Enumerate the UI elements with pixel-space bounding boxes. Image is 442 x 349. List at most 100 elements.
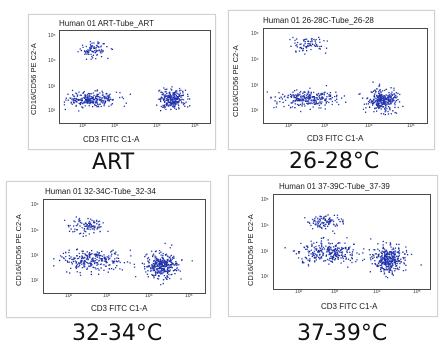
scatter-point — [129, 262, 131, 264]
scatter-point — [152, 265, 155, 267]
scatter-point — [84, 94, 86, 96]
scatter-point — [93, 220, 95, 222]
scatter-point — [390, 87, 392, 89]
scatter-point — [53, 258, 55, 260]
scatter-point — [384, 98, 386, 100]
scatter-point — [356, 252, 358, 254]
scatter-point — [107, 95, 109, 97]
scatter-point — [304, 97, 306, 99]
scatter-point — [324, 99, 326, 101]
scatter-point — [166, 260, 169, 262]
scatter-point — [141, 262, 143, 264]
scatter-point — [91, 225, 93, 227]
scatter-point — [96, 262, 99, 264]
population-1 — [63, 89, 131, 112]
scatter-point — [383, 268, 385, 270]
scatter-point — [380, 264, 383, 266]
scatter-point — [86, 224, 88, 226]
scatter-point — [161, 261, 163, 263]
scatter-point — [171, 244, 173, 246]
scatter-point — [154, 262, 156, 264]
scatter-point — [308, 94, 310, 96]
scatter-point — [322, 223, 324, 225]
scatter-point — [171, 100, 174, 102]
scatter-point — [331, 257, 333, 260]
scatter-point — [143, 266, 146, 268]
scatter-point — [295, 50, 297, 52]
scatter-point — [325, 228, 327, 230]
scatter-point — [187, 98, 189, 100]
scatter-point — [145, 254, 147, 256]
scatter-point — [164, 101, 166, 103]
scatter-point — [405, 264, 407, 266]
scatter-point — [312, 99, 315, 101]
scatter-point — [154, 250, 157, 253]
scatter-point — [169, 104, 171, 106]
scatter-point — [393, 261, 395, 264]
scatter-point — [311, 99, 313, 101]
scatter-point — [93, 42, 95, 44]
scatter-point — [181, 259, 183, 262]
scatter-point — [290, 95, 292, 98]
scatter-point — [388, 265, 390, 268]
scatter-point — [332, 255, 335, 257]
scatter-point — [389, 103, 391, 105]
scatter-point — [151, 264, 153, 266]
scatter-point — [69, 257, 71, 260]
scatter-point — [97, 221, 99, 223]
scatter-point — [164, 97, 166, 99]
scatter-point — [329, 243, 331, 245]
scatter-point — [377, 243, 379, 245]
scatter-point — [305, 95, 308, 97]
scatter-point — [167, 103, 169, 105]
scatter-point — [381, 262, 383, 264]
scatter-point — [394, 260, 397, 262]
scatter-point — [382, 95, 384, 98]
scatter-point — [386, 262, 388, 264]
scatter-point — [107, 230, 109, 232]
scatter-point — [151, 266, 153, 268]
scatter-point — [76, 100, 78, 102]
scatter-point — [83, 227, 86, 230]
scatter-point — [301, 258, 303, 260]
scatter-point — [315, 101, 318, 103]
scatter-point — [144, 255, 146, 258]
scatter-point — [110, 251, 112, 253]
scatter-point — [362, 108, 365, 110]
scatter-point — [384, 264, 387, 266]
scatter-point — [74, 230, 76, 233]
scatter-point — [340, 251, 342, 253]
scatter-point — [100, 101, 102, 103]
scatter-point — [162, 94, 164, 96]
scatter-point — [284, 247, 286, 249]
scatter-point — [282, 101, 284, 104]
scatter-point — [65, 99, 67, 101]
scatter-point — [173, 102, 176, 104]
scatter-point — [378, 104, 380, 106]
scatter-point — [97, 103, 99, 105]
scatter-point — [96, 251, 98, 253]
scatter-point — [164, 264, 167, 266]
scatter-point — [295, 99, 298, 101]
scatter-point — [161, 267, 163, 269]
scatter-point — [164, 96, 166, 98]
scatter-point — [380, 99, 382, 101]
scatter-point — [394, 262, 397, 264]
scatter-point — [172, 102, 175, 105]
scatter-point — [170, 99, 172, 101]
scatter-point — [391, 254, 393, 257]
scatter-point — [153, 259, 155, 262]
scatter-point — [315, 249, 317, 251]
scatter-point — [91, 46, 93, 48]
scatter-point — [297, 257, 300, 259]
scatter-point — [318, 98, 320, 101]
scatter-point — [81, 267, 83, 269]
scatter-point — [366, 98, 368, 100]
scatter-point — [163, 95, 166, 97]
scatter-point — [108, 255, 110, 257]
scatter-point — [297, 93, 299, 95]
scatter-point — [161, 97, 164, 99]
scatter-point — [390, 261, 393, 264]
scatter-point — [84, 53, 86, 55]
scatter-point — [91, 250, 93, 252]
